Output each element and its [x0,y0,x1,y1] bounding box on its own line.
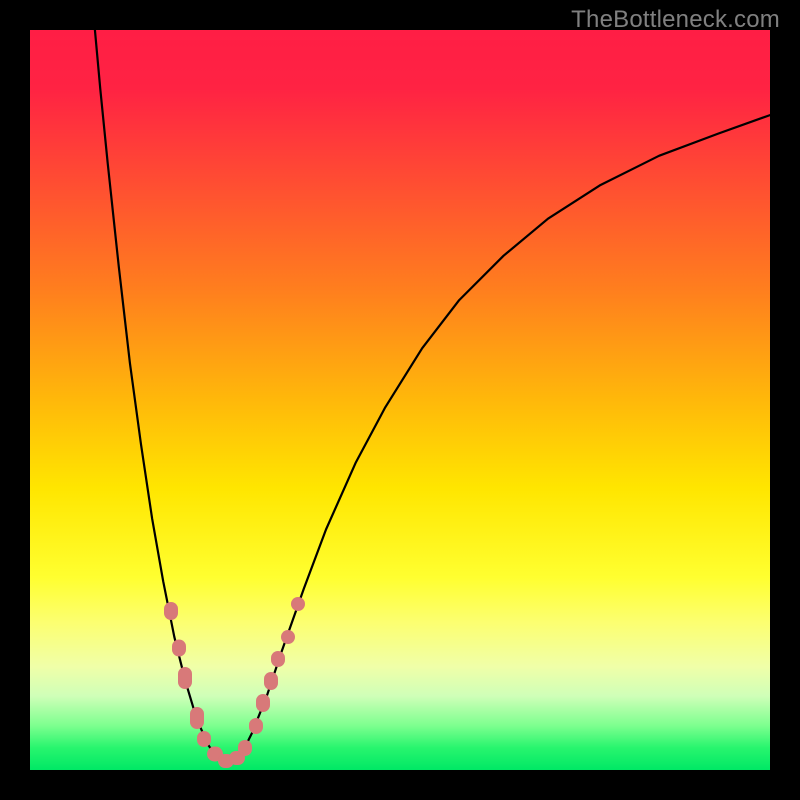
bottleneck-curve-path [93,30,770,764]
plot-area [30,30,770,770]
data-marker [291,597,305,611]
data-marker [197,731,211,747]
data-marker [271,651,285,667]
data-marker [249,718,263,734]
bottleneck-curve [30,30,770,770]
figure-root: TheBottleneck.com [0,0,800,800]
data-marker [238,740,252,756]
data-marker [256,694,270,712]
data-marker [190,707,204,729]
watermark-text: TheBottleneck.com [571,6,780,34]
data-marker [178,667,192,689]
data-marker [172,639,186,656]
data-marker [164,602,178,620]
data-marker [264,672,278,690]
data-marker [281,630,295,644]
